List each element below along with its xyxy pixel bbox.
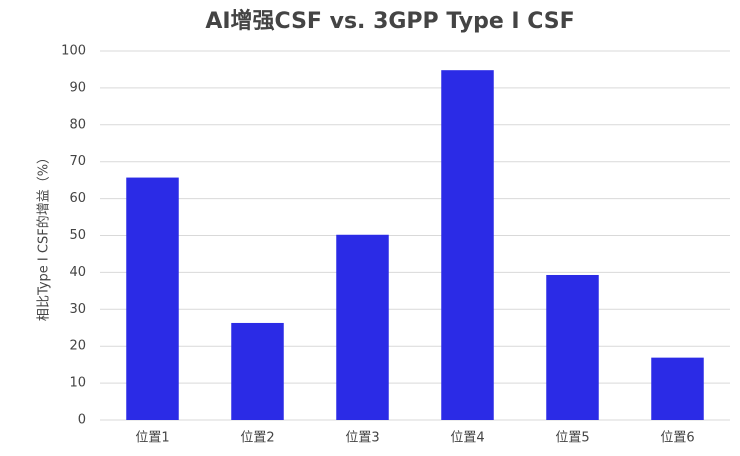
y-tick-label: 10	[69, 376, 86, 391]
x-tick-label: 位置4	[450, 431, 484, 446]
y-tick-label: 20	[69, 339, 86, 354]
y-tick-label: 100	[61, 44, 86, 59]
y-tick-label: 70	[69, 154, 86, 169]
x-tick-label: 位置6	[660, 431, 694, 446]
bar	[126, 177, 179, 420]
y-tick-label: 40	[69, 265, 86, 280]
bar	[441, 70, 494, 421]
x-tick-label: 位置2	[240, 431, 274, 446]
bar	[651, 357, 704, 420]
y-axis-label: 相比Type I CSF的增益（%）	[36, 151, 52, 321]
y-tick-label: 0	[78, 413, 86, 428]
y-tick-label: 90	[69, 80, 86, 95]
x-tick-label: 位置5	[555, 431, 589, 446]
y-tick-label: 60	[69, 191, 86, 206]
x-tick-label: 位置3	[345, 431, 379, 446]
chart-title: AI增强CSF vs. 3GPP Type I CSF	[205, 8, 574, 34]
bar	[231, 322, 284, 420]
bar	[336, 234, 389, 420]
x-tick-label: 位置1	[135, 431, 169, 446]
y-tick-label: 30	[69, 302, 86, 317]
y-tick-label: 50	[69, 228, 86, 243]
bar	[546, 274, 599, 420]
y-tick-label: 80	[69, 117, 86, 132]
